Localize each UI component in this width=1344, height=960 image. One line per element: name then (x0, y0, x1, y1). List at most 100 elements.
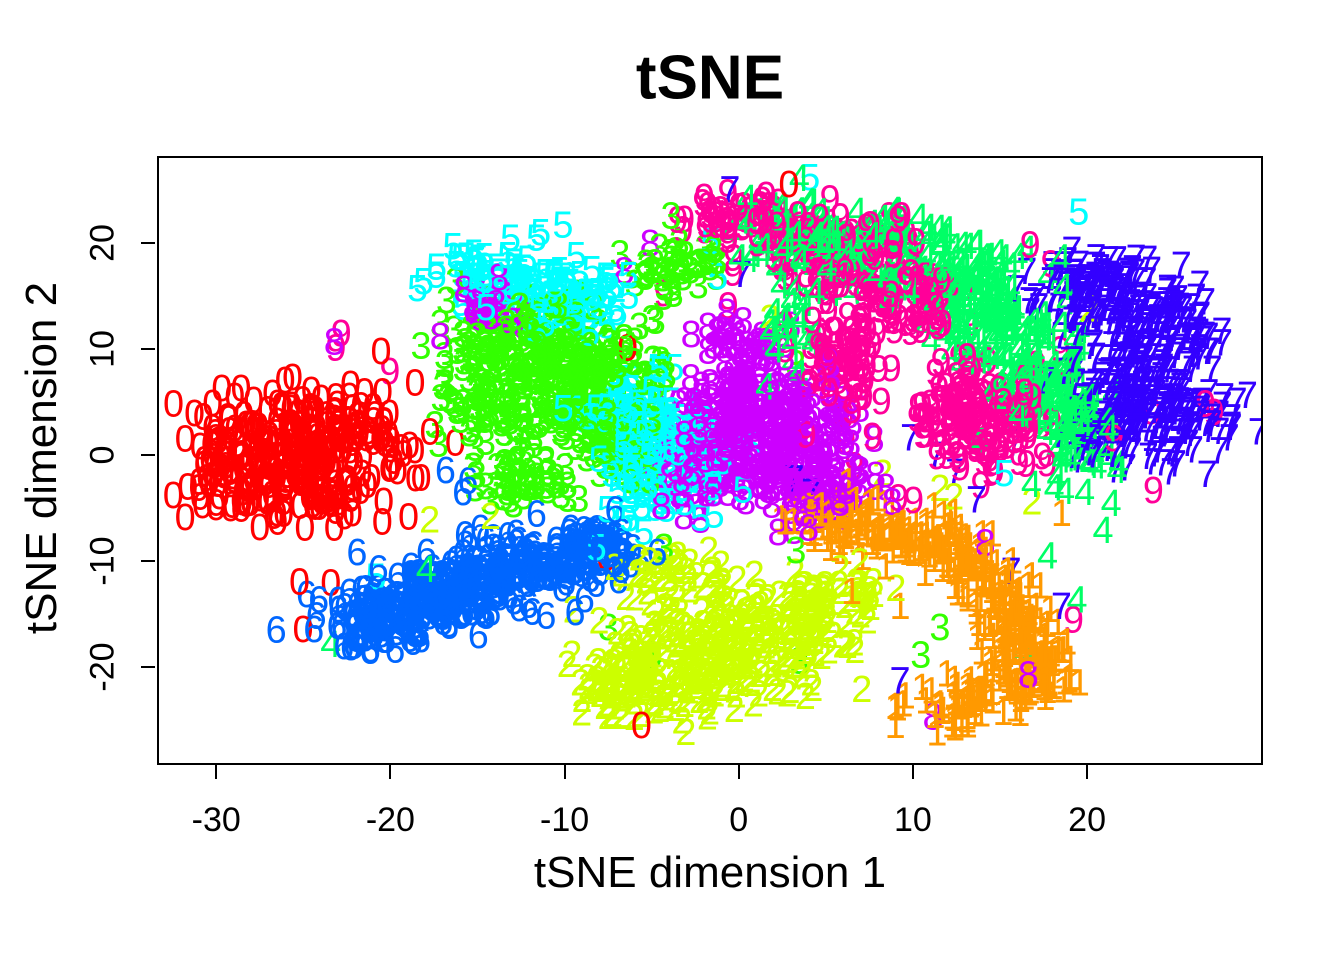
scatter-digit: 1 (846, 480, 867, 522)
scatter-digit: 3 (929, 607, 950, 649)
scatter-digit: 7 (1159, 290, 1180, 332)
scatter-digit: 7 (1126, 261, 1147, 303)
scatter-digit: 7 (1136, 323, 1157, 365)
scatter-digit: 1 (971, 669, 992, 711)
scatter-digit: 6 (457, 581, 478, 623)
scatter-digit: 0 (393, 434, 414, 476)
scatter-digit: 5 (465, 240, 486, 282)
scatter-digit: 7 (1190, 295, 1211, 337)
scatter-digit: 9 (854, 284, 875, 326)
scatter-digit: 8 (783, 412, 804, 454)
scatter-digit: 2 (660, 615, 681, 657)
scatter-digit: 9 (904, 281, 925, 323)
scatter-digit: 0 (305, 476, 326, 518)
scatter-digit: 9 (1016, 444, 1037, 486)
scatter-digit: 4 (939, 244, 960, 286)
scatter-digit: 3 (480, 481, 501, 523)
scatter-digit: 3 (577, 334, 598, 376)
scatter-digit: 2 (630, 619, 651, 661)
scatter-digit: 1 (832, 531, 853, 573)
scatter-digit: 1 (951, 684, 972, 726)
scatter-digit: 6 (575, 521, 596, 563)
scatter-digit: 7 (1182, 349, 1203, 391)
scatter-digit: 8 (324, 321, 345, 363)
scatter-digit: 0 (391, 428, 412, 470)
scatter-digit: 2 (729, 606, 750, 648)
scatter-digit: 5 (657, 425, 678, 467)
scatter-digit: 3 (467, 316, 488, 358)
scatter-digit: 2 (635, 641, 656, 683)
x-tick-mark (737, 765, 740, 779)
x-tick-mark (563, 765, 566, 779)
scatter-digit: 0 (290, 462, 311, 504)
scatter-digit: 5 (648, 481, 669, 523)
scatter-digit: 1 (917, 522, 938, 564)
scatter-digit: 5 (549, 250, 570, 292)
scatter-digit: 8 (763, 325, 784, 367)
scatter-digit: 0 (320, 563, 341, 605)
scatter-digit: 9 (811, 216, 832, 258)
scatter-digit: 0 (259, 418, 280, 460)
scatter-digit: 7 (1094, 355, 1115, 397)
scatter-digit: 4 (929, 226, 950, 268)
scatter-digit: 3 (664, 234, 685, 276)
scatter-digit: 7 (1133, 302, 1154, 344)
scatter-digit: 5 (651, 411, 672, 453)
scatter-digit: 6 (507, 537, 528, 579)
scatter-digit: 2 (781, 609, 802, 651)
scatter-digit: 3 (661, 196, 682, 238)
scatter-digit: 4 (818, 246, 839, 288)
scatter-digit: 7 (1105, 409, 1126, 451)
scatter-digit: 9 (960, 302, 981, 344)
scatter-digit: 4 (942, 288, 963, 330)
scatter-digit: 9 (924, 301, 945, 343)
scatter-digit: 0 (325, 377, 346, 419)
scatter-digit: 1 (958, 518, 979, 560)
scatter-digit: 7 (1062, 264, 1083, 306)
scatter-digit: 7 (1132, 378, 1153, 420)
scatter-digit: 2 (675, 631, 696, 673)
scatter-digit: 8 (826, 467, 847, 509)
scatter-digit: 0 (373, 481, 394, 523)
scatter-digit: 8 (675, 407, 696, 449)
scatter-digit: 0 (419, 411, 440, 453)
scatter-digit: 6 (572, 524, 593, 566)
scatter-digit: 7 (1160, 389, 1181, 431)
scatter-digit: 2 (795, 676, 816, 718)
scatter-digit: 4 (990, 338, 1011, 380)
scatter-digit: 5 (526, 218, 547, 260)
scatter-digit: 9 (843, 327, 864, 369)
scatter-digit: 5 (577, 272, 598, 314)
scatter-digit: 8 (690, 499, 711, 541)
scatter-digit: 8 (767, 365, 788, 407)
scatter-digit: 9 (827, 253, 848, 295)
scatter-digit: 6 (531, 541, 552, 583)
scatter-digit: 9 (912, 385, 933, 427)
scatter-digit: 0 (300, 387, 321, 429)
scatter-digit: 2 (662, 653, 683, 695)
scatter-digit: 0 (344, 416, 365, 458)
scatter-digit: 0 (262, 373, 283, 415)
scatter-digit: 4 (998, 310, 1019, 352)
scatter-digit: 1 (944, 566, 965, 608)
y-tick-label: -20 (83, 643, 121, 692)
scatter-digit: 4 (1101, 483, 1122, 525)
x-tick-label: -10 (540, 801, 589, 839)
scatter-digit: 1 (879, 510, 900, 552)
scatter-digit: 0 (374, 423, 395, 465)
scatter-digit: 6 (505, 551, 526, 593)
y-axis-label: tSNE dimension 2 (17, 282, 67, 634)
scatter-digit: 0 (239, 465, 260, 507)
x-tick-label: -20 (366, 801, 415, 839)
scatter-digit: 8 (740, 370, 761, 412)
scatter-digit: 4 (995, 336, 1016, 378)
scatter-digit: 5 (662, 454, 683, 496)
scatter-digit: 0 (251, 421, 272, 463)
scatter-digit: 2 (762, 668, 783, 710)
scatter-digit: 0 (405, 363, 426, 405)
scatter-digit: 9 (883, 275, 904, 317)
y-tick-label: -10 (83, 537, 121, 586)
scatter-digit: 9 (866, 311, 887, 353)
y-tick-label: 20 (83, 224, 121, 262)
scatter-digit: 4 (968, 266, 989, 308)
